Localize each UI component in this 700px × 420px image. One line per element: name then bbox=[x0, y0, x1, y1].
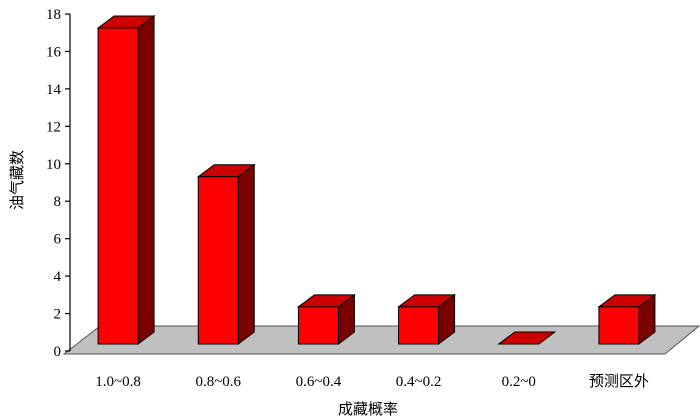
x-tick-label: 预测区外 bbox=[589, 373, 649, 390]
bar bbox=[497, 331, 557, 345]
bar-front-face bbox=[598, 306, 640, 345]
bar-side-face bbox=[137, 15, 155, 345]
bar bbox=[597, 293, 657, 345]
bar bbox=[96, 15, 156, 345]
x-tick-label: 0.8~0.6 bbox=[195, 374, 241, 390]
y-tick-label: 6 bbox=[54, 232, 62, 248]
y-tick-label: 14 bbox=[46, 82, 62, 98]
bar-top-face bbox=[497, 331, 557, 345]
bar bbox=[196, 163, 256, 345]
bar bbox=[397, 293, 457, 345]
y-tick-label: 18 bbox=[46, 7, 61, 23]
x-axis-title: 成藏概率 bbox=[338, 400, 398, 418]
y-tick-label: 2 bbox=[54, 307, 62, 323]
y-tick-label: 16 bbox=[46, 44, 62, 60]
x-tick-label: 1.0~0.8 bbox=[95, 374, 141, 390]
bar bbox=[296, 293, 356, 345]
y-axis: 0 2 4 6 8 10 12 14 16 18 bbox=[46, 7, 71, 360]
bar-side-face bbox=[237, 163, 255, 345]
x-tick-label: 0.2~0 bbox=[502, 374, 536, 390]
y-tick-label: 4 bbox=[54, 269, 62, 285]
bar-front-face bbox=[398, 306, 440, 345]
x-tick-label: 0.6~0.4 bbox=[296, 374, 342, 390]
x-tick-label: 0.4~0.2 bbox=[396, 374, 442, 390]
bar-front-face bbox=[97, 27, 139, 345]
y-tick-label: 8 bbox=[54, 194, 62, 210]
bars-layer bbox=[96, 15, 657, 345]
bar-front-face bbox=[297, 306, 339, 345]
y-tick-label: 0 bbox=[54, 344, 62, 360]
y-axis-title: 油气藏数 bbox=[8, 150, 26, 210]
y-tick-label: 12 bbox=[46, 119, 61, 135]
y-tick-label: 10 bbox=[46, 157, 61, 173]
x-axis-labels: 1.0~0.8 0.8~0.6 0.6~0.4 0.4~0.2 0.2~0 预测区外 bbox=[95, 373, 649, 390]
bar-front-face bbox=[197, 176, 239, 345]
